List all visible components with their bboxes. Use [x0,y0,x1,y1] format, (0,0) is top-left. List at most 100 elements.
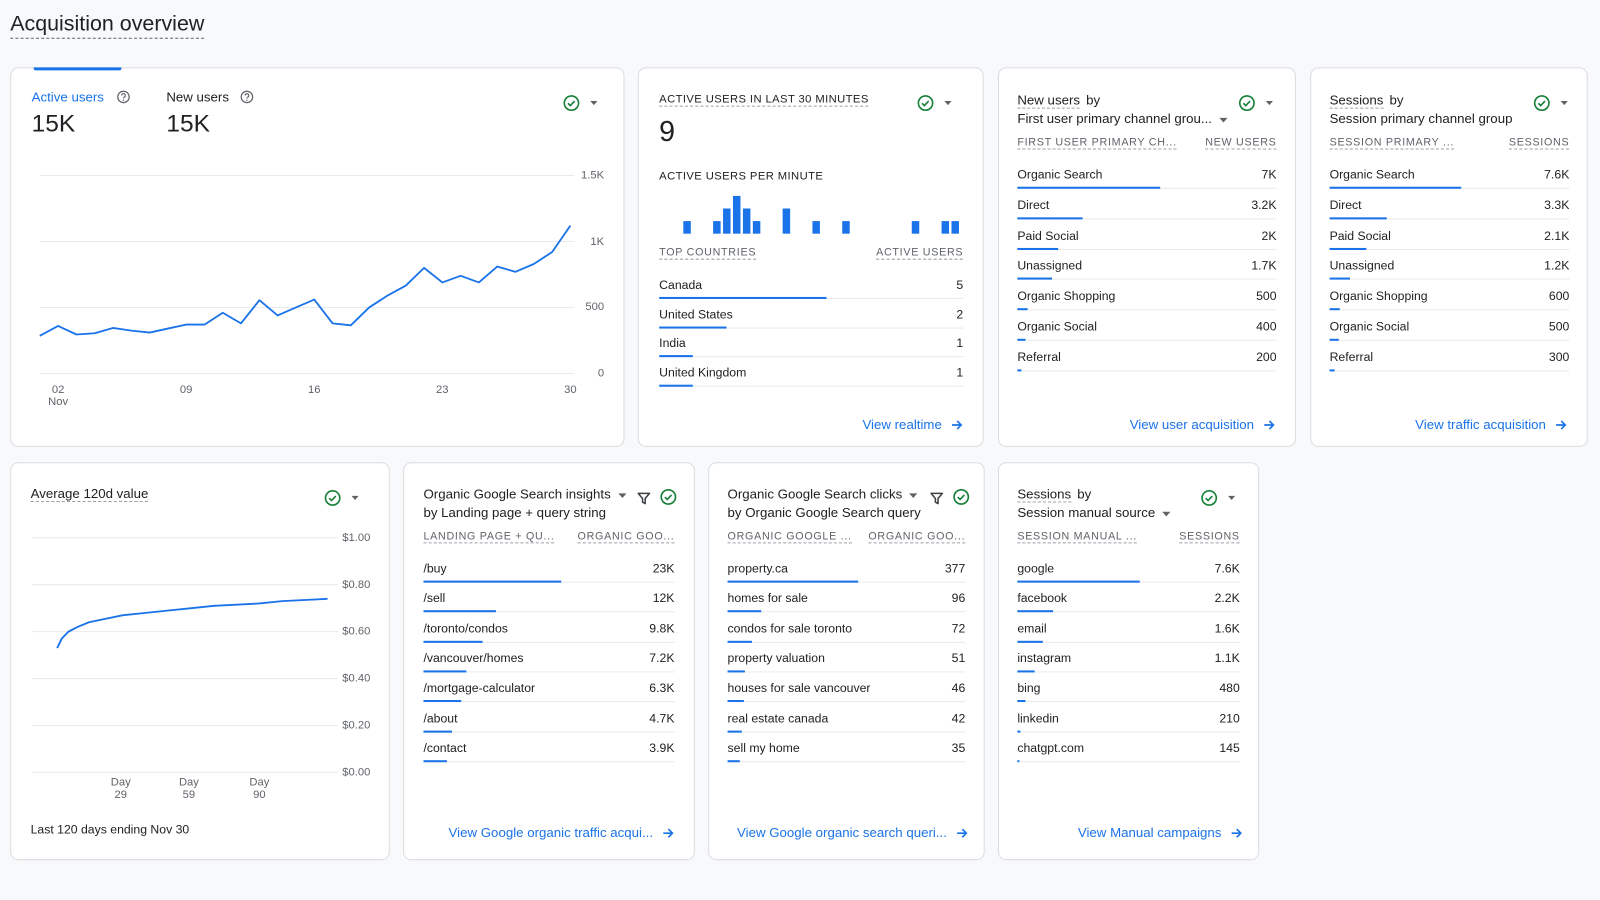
status-check-button[interactable] [657,486,679,508]
row-divider [727,701,966,703]
row-bar [1017,580,1140,583]
row-value: 300 [1548,349,1570,365]
row-bar [423,580,562,583]
row-label: property.ca [727,561,788,576]
card-title: ACTIVE USERS IN LAST 30 MINUTES [659,93,869,107]
dropdown-caret [1219,117,1228,123]
row-bar [423,610,496,613]
card-subtitle: by Organic Google Search query [728,505,921,520]
row-bar [659,384,693,387]
card-link[interactable]: View Google organic traffic acqui... [449,825,676,840]
minute-bar [752,221,761,234]
row-label: /sell [423,591,446,606]
check-mark [921,100,930,107]
row-value: 12K [652,591,675,606]
row-divider [423,731,675,733]
caret [617,492,627,498]
row-value: 7K [1261,167,1277,182]
metric-label[interactable]: New users [166,89,230,105]
card-subtitle: by Landing page + query string [423,505,606,520]
check-mark [1537,100,1546,107]
status-check-button[interactable] [321,487,368,509]
minute-bar [782,208,791,234]
card-link[interactable]: View user acquisition [1130,417,1277,432]
card-link[interactable]: View Google organic search queri... [737,825,969,840]
row-label: Organic Search [1329,167,1415,182]
row-bar [1329,277,1351,280]
row-value: 2 [956,306,964,322]
status-check-button[interactable] [560,92,607,114]
caret [1219,117,1228,123]
subtitle-text: by Organic Google Search query [727,504,921,520]
row-label: Referral [1017,349,1061,365]
row-bar [659,326,727,329]
help-glyph [121,93,126,99]
minute-bar [732,195,741,234]
link-text: View Manual campaigns [1077,824,1222,841]
row-divider [727,761,966,763]
row-value: 2K [1261,228,1277,243]
row-divider [1017,731,1240,733]
arrow [1264,419,1275,430]
column-header: ORGANIC GOO... [577,530,675,544]
help-circle [117,90,130,104]
y-tick-label: 500 [585,301,605,314]
row-label: /toronto/condos [423,621,508,636]
column-header: TOP COUNTRIES [659,246,757,260]
status-check-button[interactable] [1198,487,1245,509]
status-check-button[interactable] [1531,92,1578,114]
card-subtitle[interactable]: Session manual source [1017,505,1171,520]
filter-button[interactable] [633,487,655,509]
row-label: condos for sale toronto [727,621,853,636]
metric-label[interactable]: Active users [31,89,104,105]
row-value: 1.7K [1251,258,1277,273]
check-circle [1238,95,1255,112]
row-bar [1017,308,1028,311]
row-bar [1017,277,1052,280]
row-bar [727,670,746,673]
y-tick-label: $0.20 [342,719,371,732]
x-tick-label: 23 [436,383,449,396]
row-value: 2.2K [1214,591,1240,606]
status-check-button[interactable] [914,92,961,114]
column-header: SESSIONS [1179,530,1240,544]
row-divider [423,761,675,763]
row-label: /vancouver/homes [423,650,524,666]
row-bar [1329,369,1335,372]
row-label: India [659,336,686,351]
row-label: google [1017,561,1055,576]
status-check-button[interactable] [1236,92,1283,114]
row-value: 35 [951,740,966,755]
status-check-button[interactable] [950,486,972,508]
card-title: New users by [1017,92,1101,109]
column-header: SESSIONS [1508,136,1570,150]
sessions-card: Sessions by Session primary channel group S… [1310,67,1588,447]
row-label: Paid Social [1017,228,1079,243]
filter-button[interactable] [926,487,948,509]
row-bar [423,759,447,763]
row-value: 46 [951,680,966,696]
filter-icon [930,492,944,505]
card-subtitle[interactable]: First user primary channel grou... [1017,111,1228,126]
row-bar [1017,640,1044,643]
value-card: Average 120d value $0.00 $0.20 $0.40 $0.60 $0… [10,462,390,861]
row-divider [1329,248,1570,250]
row-value: 3.9K [649,740,675,755]
card-link[interactable]: View Manual campaigns [1078,825,1244,840]
subtitle-text: by Landing page + query string [423,504,607,520]
row-value: 200 [1256,349,1277,365]
title-text: Sessions [1017,486,1072,503]
x-tick-label: 16 [307,383,321,396]
card-link[interactable]: View realtime [862,417,964,432]
title-suffix: by [1086,92,1101,108]
row-bar [727,730,743,733]
column-header: FIRST USER PRIMARY CH... [1017,136,1177,150]
row-bar [1017,730,1021,733]
row-label: Unassigned [1329,258,1395,273]
row-bar [727,700,744,703]
title-text: Sessions [1329,92,1384,109]
check-circle [1201,489,1218,506]
card-link[interactable]: View traffic acquisition [1415,417,1568,432]
row-label: Referral [1329,349,1374,365]
